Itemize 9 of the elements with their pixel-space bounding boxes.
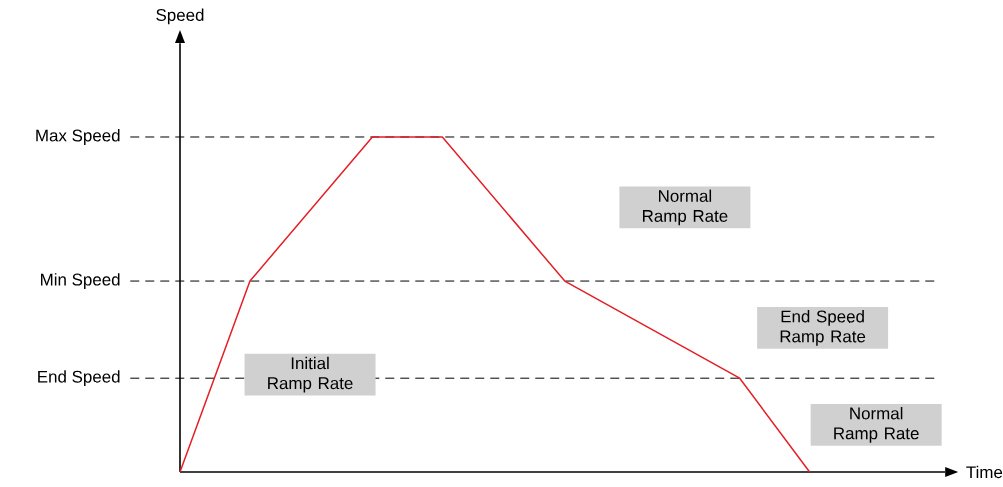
text: Speed [156,8,204,25]
annotation: Normal Ramp Rate [643,189,728,226]
ref-line-label: End Speed [38,370,120,387]
annotation: Initial Ramp Rate [268,356,353,393]
ref-line-label: Min Speed [41,273,120,289]
text: Time [966,465,1003,479]
text: Normal Ramp Rate [834,406,919,443]
ref-line-label: Max Speed [36,129,120,145]
annotation: End Speed Ramp Rate [780,310,866,346]
